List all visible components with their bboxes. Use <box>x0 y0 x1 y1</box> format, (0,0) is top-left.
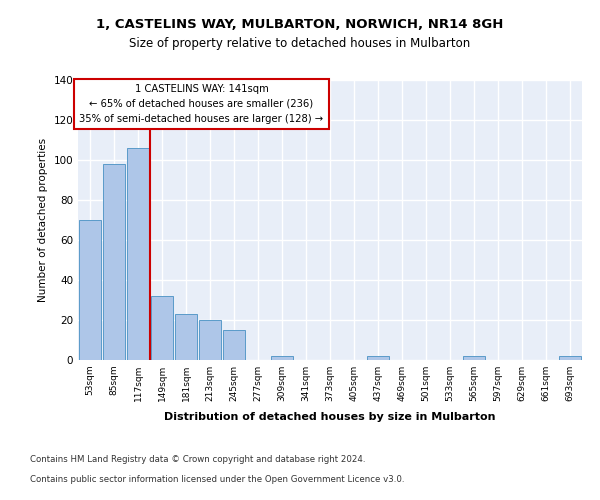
Text: Size of property relative to detached houses in Mulbarton: Size of property relative to detached ho… <box>130 38 470 51</box>
Bar <box>175 314 197 360</box>
Bar <box>223 330 245 360</box>
Bar <box>271 356 293 360</box>
Bar <box>127 148 149 360</box>
Bar <box>559 356 581 360</box>
Text: Contains public sector information licensed under the Open Government Licence v3: Contains public sector information licen… <box>30 475 404 484</box>
Text: Contains HM Land Registry data © Crown copyright and database right 2024.: Contains HM Land Registry data © Crown c… <box>30 455 365 464</box>
Text: 1 CASTELINS WAY: 141sqm
← 65% of detached houses are smaller (236)
35% of semi-d: 1 CASTELINS WAY: 141sqm ← 65% of detache… <box>79 84 323 124</box>
Text: Distribution of detached houses by size in Mulbarton: Distribution of detached houses by size … <box>164 412 496 422</box>
Bar <box>79 220 101 360</box>
Bar <box>463 356 485 360</box>
Bar <box>151 296 173 360</box>
Bar <box>367 356 389 360</box>
Text: 1, CASTELINS WAY, MULBARTON, NORWICH, NR14 8GH: 1, CASTELINS WAY, MULBARTON, NORWICH, NR… <box>97 18 503 30</box>
Bar <box>103 164 125 360</box>
Y-axis label: Number of detached properties: Number of detached properties <box>38 138 48 302</box>
Bar <box>199 320 221 360</box>
